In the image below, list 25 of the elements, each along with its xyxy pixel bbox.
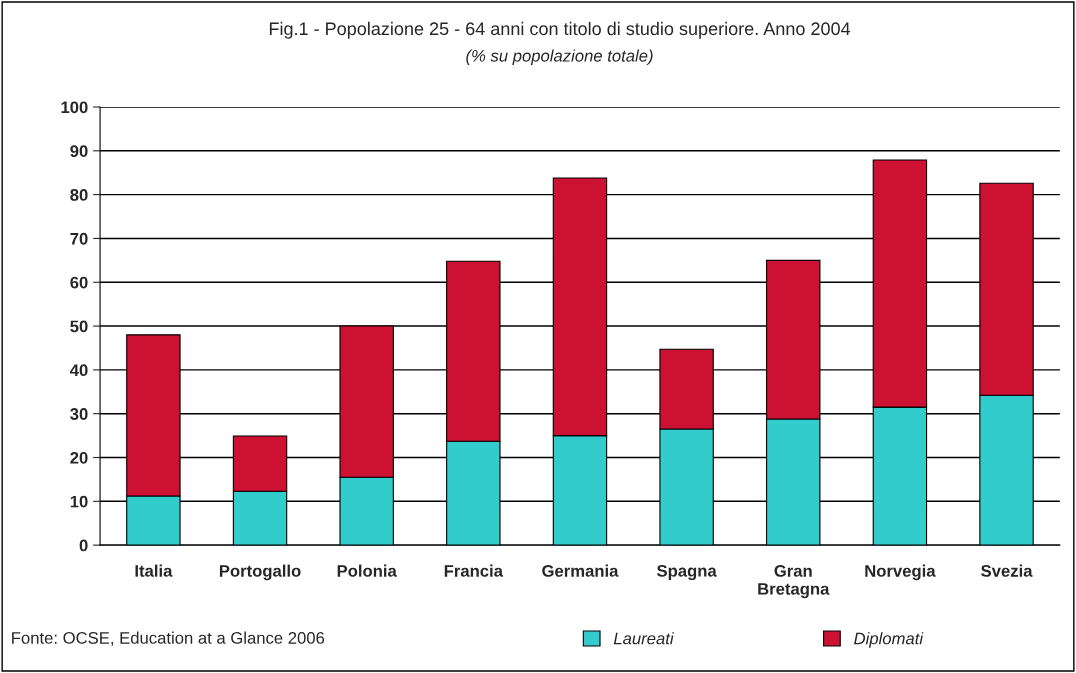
y-tick-label: 90 xyxy=(70,145,88,158)
x-tick-label: Polonia xyxy=(337,564,397,577)
y-tick-label: 10 xyxy=(70,495,88,508)
x-tick-label: Germania xyxy=(542,564,619,577)
y-tick-label: 30 xyxy=(70,408,88,420)
y-tick-label: 80 xyxy=(70,189,88,201)
x-tick-label: Portogallo xyxy=(219,564,301,581)
y-tick-label: 50 xyxy=(70,320,88,333)
x-tick-label: Italia xyxy=(135,564,173,577)
chart-title: Fig.1 - Popolazione 25 - 64 anni con titolo di studio superiore. Anno 2004 xyxy=(269,21,851,39)
x-tick-label: Norvegia xyxy=(865,564,936,581)
y-tick-label: 100 xyxy=(61,101,88,114)
x-tick-label: Svezia xyxy=(981,564,1033,577)
x-tick-label: Francia xyxy=(444,564,504,577)
legend-label: Laureati xyxy=(613,632,674,645)
source-note: Fonte: OCSE, Education at a Glance 2006 xyxy=(12,631,325,646)
x-tick-label: Gran Bretagna xyxy=(758,565,830,599)
y-tick-label: 20 xyxy=(70,451,88,464)
y-tick-label: 60 xyxy=(70,276,88,289)
y-tick-label: 0 xyxy=(79,539,88,552)
x-tick-label: Spagna xyxy=(656,564,717,581)
chart-subtitle: (% su popolazione totale) xyxy=(466,49,653,65)
y-tick-label: 40 xyxy=(69,364,88,377)
y-tick-label: 70 xyxy=(70,232,88,245)
legend-label: Diplomati xyxy=(854,632,924,648)
